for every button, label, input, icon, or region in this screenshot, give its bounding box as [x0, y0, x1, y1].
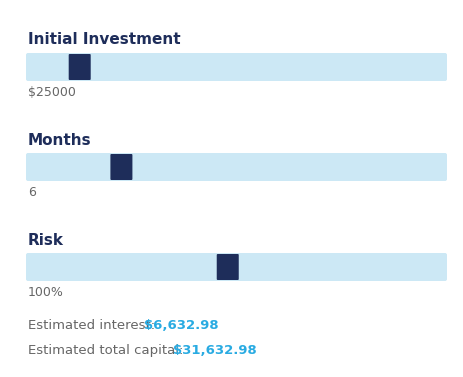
Text: $31,632.98: $31,632.98 — [173, 344, 257, 357]
Text: Estimated total capital:: Estimated total capital: — [28, 344, 188, 357]
Text: Months: Months — [28, 133, 92, 148]
FancyBboxPatch shape — [69, 54, 91, 80]
Text: Initial Investment: Initial Investment — [28, 32, 181, 47]
Text: $25000: $25000 — [28, 86, 76, 99]
Text: Estimated interest:: Estimated interest: — [28, 319, 159, 332]
FancyBboxPatch shape — [26, 253, 447, 281]
FancyBboxPatch shape — [110, 154, 132, 180]
Text: 6: 6 — [28, 186, 36, 199]
FancyBboxPatch shape — [217, 254, 239, 280]
Text: 100%: 100% — [28, 286, 64, 299]
FancyBboxPatch shape — [26, 53, 447, 81]
FancyBboxPatch shape — [26, 153, 447, 181]
Text: Risk: Risk — [28, 233, 64, 248]
Text: $6,632.98: $6,632.98 — [144, 319, 219, 332]
